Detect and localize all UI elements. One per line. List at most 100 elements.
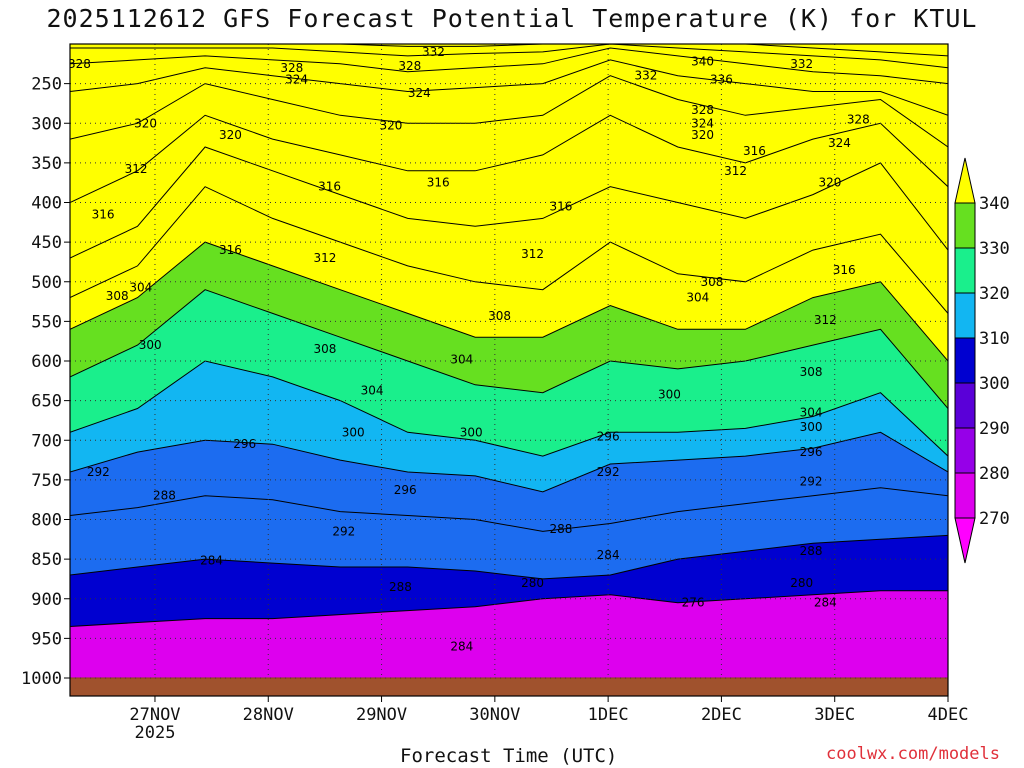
- theta-band-332: [70, 44, 948, 84]
- y-tick-label: 650: [31, 392, 62, 412]
- theta-band-304: [70, 242, 948, 409]
- contour-label: 312: [521, 247, 544, 261]
- colorbar-segment: [954, 472, 976, 519]
- isotherm-304: [70, 289, 948, 409]
- y-tick-label: 350: [31, 154, 62, 174]
- contour-label: 280: [521, 576, 544, 590]
- contour-label: 332: [634, 69, 657, 83]
- contour-label: 324: [285, 73, 308, 87]
- y-tick-label: 950: [31, 629, 62, 649]
- contour-label: 332: [422, 45, 445, 59]
- contour-label: 288: [389, 580, 412, 594]
- contour-label: 292: [597, 465, 620, 479]
- isotherm-300: [70, 360, 948, 457]
- chart-title: 2025112612 GFS Forecast Potential Temper…: [46, 4, 978, 33]
- isotherm-292: [70, 487, 948, 532]
- theta-band-296: [70, 361, 948, 492]
- contour-label: 320: [819, 176, 842, 190]
- contour-label: 308: [106, 289, 129, 303]
- isotherm-284: [70, 590, 948, 627]
- contour-label: 320: [134, 116, 157, 130]
- x-tick-label: 28NOV: [243, 705, 294, 725]
- x-axis-title: Forecast Time (UTC): [400, 745, 618, 767]
- contour-label: 300: [658, 387, 681, 401]
- colorbar-label: 280: [979, 464, 1010, 484]
- contour-label: 300: [460, 425, 483, 439]
- contour-label: 308: [701, 275, 724, 289]
- y-tick-label: 450: [31, 233, 62, 253]
- isotherm-320: [70, 114, 948, 203]
- contour-label: 316: [743, 144, 766, 158]
- isotherm-328: [70, 59, 948, 116]
- contour-label: 312: [313, 251, 336, 265]
- contour-label: 300: [800, 420, 823, 434]
- y-tick-label: 500: [31, 273, 62, 293]
- colorbar: 340 330 320 310 300 290 280 270: [954, 157, 1010, 564]
- contour-label: 292: [87, 465, 110, 479]
- theta-band-300: [70, 289, 948, 457]
- isotherm-316: [70, 146, 948, 259]
- x-tick-label: 3DEC: [814, 705, 855, 725]
- contour-label: 292: [800, 474, 823, 488]
- contour-label: 316: [92, 207, 115, 221]
- contour-label: 304: [361, 383, 384, 397]
- ground: [69, 677, 949, 697]
- contour-label: 296: [597, 429, 620, 443]
- watermark: coolwx.com/models: [826, 744, 1000, 764]
- x-tick-label: 1DEC: [588, 705, 629, 725]
- contour-label: 320: [380, 119, 403, 133]
- colorbar-label: 270: [979, 509, 1010, 529]
- colorbar-label: 300: [979, 374, 1010, 394]
- contour-label: 312: [125, 162, 148, 176]
- contour-label: 284: [200, 554, 223, 568]
- contour-label: 276: [682, 596, 705, 610]
- contour-label: 324: [828, 136, 851, 150]
- colorbar-bottom-arrow: [954, 517, 976, 564]
- theta-band-336: [70, 44, 948, 68]
- contour-label: 328: [847, 112, 870, 126]
- colorbar-segment: [954, 247, 976, 294]
- isotherm-332: [70, 47, 948, 85]
- isotherm-340: [70, 44, 948, 57]
- contour-label: 312: [724, 164, 747, 178]
- contour-label: 284: [450, 639, 473, 653]
- contour-label: 284: [814, 596, 837, 610]
- theta-band-320: [70, 75, 948, 203]
- contour-label: 332: [790, 57, 813, 71]
- contour-label: 316: [427, 176, 450, 190]
- y-tick-label: 250: [31, 75, 62, 95]
- colorbar-top-arrow: [954, 157, 976, 204]
- colorbar-segment: [954, 292, 976, 339]
- contour-label: 336: [710, 73, 733, 87]
- x-tick-label: 29NOV: [356, 705, 407, 725]
- contour-label: 328: [691, 103, 714, 117]
- contour-label: 320: [219, 128, 242, 142]
- y-tick-label: 600: [31, 352, 62, 372]
- contour-label: 288: [153, 489, 176, 503]
- contour-label: 296: [233, 437, 256, 451]
- contour-label: 308: [800, 365, 823, 379]
- x-tick-label: 30NOV: [469, 705, 520, 725]
- y-tick-label: 300: [31, 114, 62, 134]
- theta-band-288: [70, 487, 948, 579]
- colorbar-label: 320: [979, 284, 1010, 304]
- x-tick-label: 27NOV: [129, 705, 180, 725]
- contour-label: 308: [313, 342, 336, 356]
- colorbar-label: 290: [979, 419, 1010, 439]
- contour-label: 328: [398, 59, 421, 73]
- isotherm-296: [70, 431, 948, 493]
- y-tick-label: 1000: [21, 669, 62, 689]
- contour-label: 340: [691, 54, 714, 68]
- y-tick-label: 750: [31, 471, 62, 491]
- contour-label: 316: [833, 263, 856, 277]
- contour-label: 288: [800, 544, 823, 558]
- theta-band-308: [70, 186, 948, 361]
- plot-frame: [69, 43, 949, 697]
- colorbar-label: 340: [979, 194, 1010, 214]
- isotherm-324: [70, 75, 948, 148]
- theta-band-292: [70, 432, 948, 532]
- contour-label: 328: [280, 61, 303, 75]
- contour-label: 304: [800, 406, 823, 420]
- isotherm-288: [70, 534, 948, 580]
- theta-band-340: [70, 44, 948, 56]
